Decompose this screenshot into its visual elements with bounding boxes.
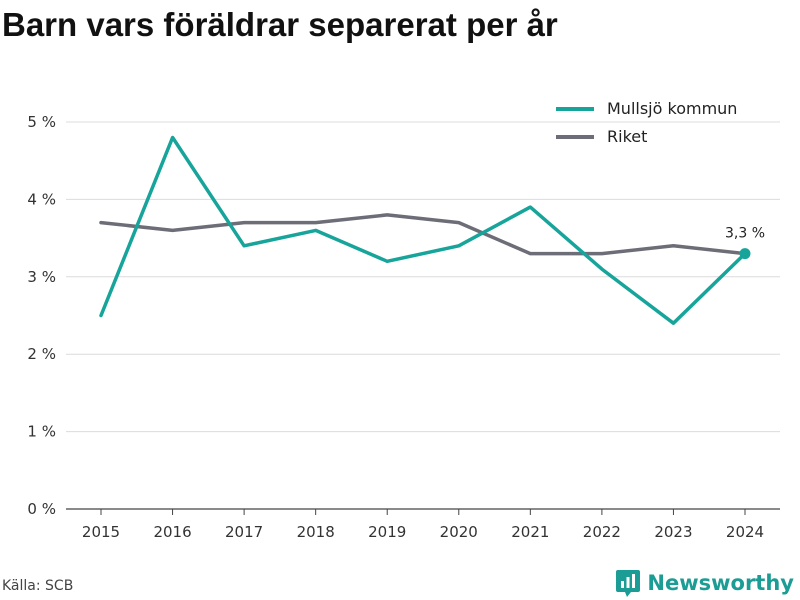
x-axis-ticks: 2015 2016 2017 2018 2019 2020 2021 2022 2023 2024 [82,509,764,541]
x-tick-label: 2018 [297,523,335,541]
annotations: 3,3 % [725,226,765,260]
x-tick-label: 2015 [82,523,120,541]
y-tick-label: 2 % [27,345,56,363]
chart-title: Barn vars föräldrar separerat per år [2,6,558,43]
y-axis-ticks: 0 % 1 % 2 % 3 % 4 % 5 % [27,113,56,518]
newsworthy-logo-icon [616,570,641,597]
x-tick-label: 2022 [583,523,621,541]
x-tick-label: 2023 [654,523,692,541]
legend-label: Mullsjö kommun [607,99,737,118]
y-tick-label: 3 % [27,268,56,286]
y-tick-label: 0 % [27,500,56,518]
x-tick-label: 2016 [153,523,191,541]
grid-lines [66,121,780,510]
y-tick-label: 5 % [27,113,56,131]
x-tick-label: 2019 [368,523,406,541]
x-tick-label: 2021 [511,523,549,541]
series-line [99,135,747,325]
end-point-marker [739,248,751,260]
brand-logo: Newsworthy [615,568,794,598]
x-tick-label: 2024 [726,523,764,541]
data-label: 3,3 % [725,226,765,242]
series-line [99,213,747,256]
source-note: Källa: SCB [2,578,74,594]
y-tick-label: 4 % [27,190,56,208]
brand-name: Newsworthy [647,571,794,595]
y-tick-label: 1 % [27,423,56,441]
x-tick-label: 2017 [225,523,263,541]
legend-label: Riket [607,127,647,146]
x-tick-label: 2020 [440,523,478,541]
series-lines [99,135,747,325]
legend: Mullsjö kommun Riket [556,99,737,146]
